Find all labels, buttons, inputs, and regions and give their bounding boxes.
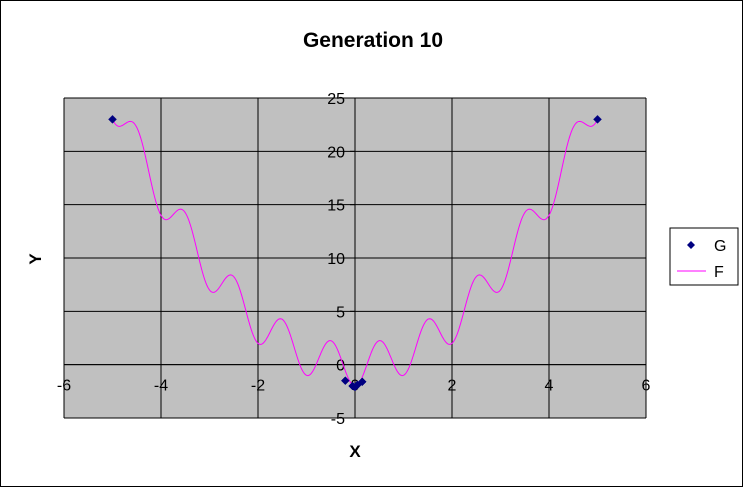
- y-tick-label: -5: [331, 411, 345, 428]
- legend-marker-g: [687, 241, 695, 249]
- series: [108, 114, 602, 392]
- y-tick-label: 15: [327, 198, 345, 215]
- legend-label-f: F: [714, 264, 724, 281]
- y-axis-title: Y: [26, 253, 45, 265]
- x-tick-label: 2: [448, 378, 457, 395]
- x-axis-title: X: [349, 442, 361, 461]
- x-tick-label: -6: [57, 378, 71, 395]
- chart-title: Generation 10: [303, 29, 443, 52]
- y-tick-label: 10: [327, 251, 345, 268]
- data-point-g: [340, 376, 350, 386]
- y-tick-label: 20: [327, 144, 345, 161]
- data-point-g: [357, 377, 367, 387]
- data-point-g: [593, 114, 602, 124]
- y-tick-label: 0: [336, 358, 345, 375]
- legend-label-g: G: [714, 238, 726, 255]
- y-tick-label: 5: [336, 304, 345, 321]
- x-tick-label: -4: [154, 378, 168, 395]
- legend: G F: [669, 227, 739, 286]
- x-tick-label: -2: [251, 378, 265, 395]
- y-tick-label: 25: [327, 91, 345, 108]
- data-point-g: [108, 114, 117, 124]
- x-tick-label: 4: [545, 378, 554, 395]
- x-tick-label: 6: [642, 378, 651, 395]
- legend-box: [669, 227, 739, 286]
